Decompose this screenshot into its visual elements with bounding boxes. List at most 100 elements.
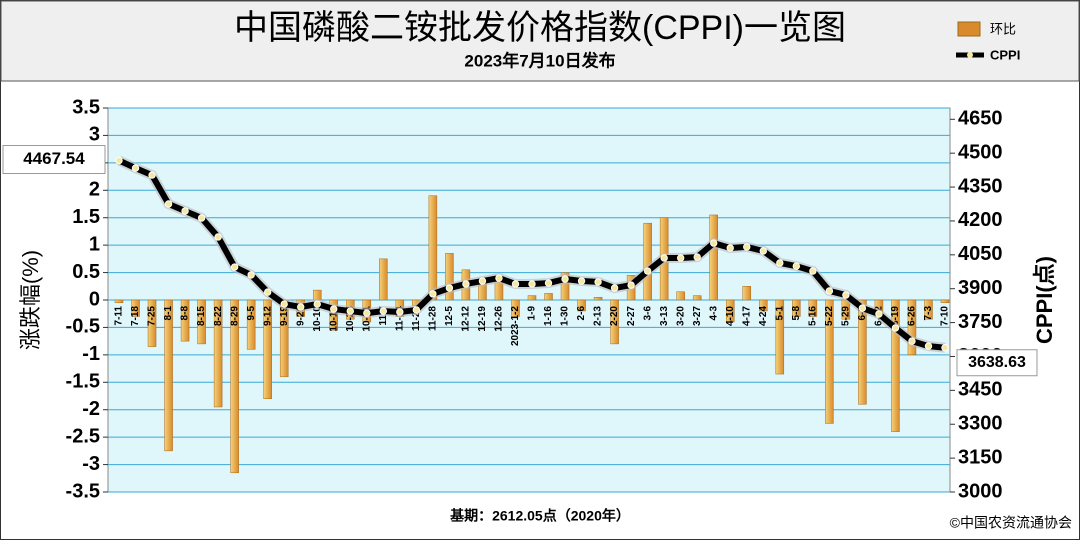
bar [725,299,735,323]
bar [692,295,702,301]
bar [527,295,537,301]
line-marker [743,243,751,251]
y2-tick-label: 3450 [958,379,1003,401]
x-tick-label: 3-6 [642,306,653,321]
x-tick-label: 4-17 [741,306,752,326]
line-marker [759,247,767,255]
line-marker [445,284,454,292]
bar [891,299,900,432]
chart-title: 中国磷酸二铵批发价格指数(CPPI)一览图 [234,9,846,47]
line-marker [346,307,354,315]
line-marker [412,306,421,314]
bar [792,299,801,317]
value-box [2,145,106,175]
x-tick-label: 7-25 [147,306,158,326]
x-tick-label: 2-27 [626,306,637,326]
line-marker [858,304,867,312]
x-tick-label: 5-29 [841,306,852,326]
line-marker [676,254,685,262]
x-tick-label: 7-18 [130,306,141,326]
legend-swatch-bar [957,21,981,37]
line-marker [610,284,619,292]
y-tick-label: 1.5 [72,206,100,228]
x-tick-label: 3-13 [659,306,670,326]
y2-axis-label: CPPI(点) [1032,256,1057,344]
y-tick-label: -3 [82,453,100,475]
y2-tick-label: 4050 [958,243,1003,265]
line-marker [230,263,239,271]
line-marker [643,267,652,275]
y-tick-label: -0.5 [66,316,100,338]
x-tick-label: 5-16 [807,306,818,326]
line-marker [825,287,834,295]
line-marker [726,244,734,252]
x-tick-label: 10-10 [312,306,323,332]
x-tick-label: 3-20 [675,306,686,326]
bar [643,222,652,301]
line-marker [908,337,916,345]
x-tick-label: 12-19 [477,306,488,332]
bar [907,299,917,356]
x-tick-label: 11-14 [394,306,405,331]
bar [759,299,768,312]
x-tick-label: 6-19 [890,306,901,326]
line-marker [396,308,404,316]
line-marker [164,200,173,208]
x-tick-label: 11-28 [428,306,439,331]
line-marker [924,342,933,350]
x-tick-label: 7-11 [114,306,125,326]
line-marker [594,278,602,286]
y2-tick-label: 4650 [958,108,1003,130]
line-marker [809,267,817,275]
y2-tick-label: 3300 [958,413,1003,435]
bar [560,272,570,301]
line-marker [313,300,321,308]
line-marker [478,277,487,285]
x-tick-label: 12-5 [444,306,455,326]
bar [246,299,256,350]
line-marker [776,259,784,267]
line-marker [627,281,635,289]
x-tick-label: 11-21 [411,306,422,331]
bar [213,299,223,408]
y-tick-label: -1.5 [66,371,100,393]
bar [544,293,553,301]
footnote: 基期：2612.05点（2020年） [450,508,630,524]
line-marker [511,280,520,288]
y2-tick-label: 3750 [958,311,1003,333]
x-tick-label: 10-17 [328,306,339,332]
y-tick-label: -2.5 [66,425,100,447]
source: ©中国农资流通协会 [950,515,1072,531]
bar [808,299,818,317]
bar [180,299,190,342]
x-tick-label: 5-22 [824,306,835,326]
legend-marker [967,52,973,58]
bar [131,299,140,317]
x-tick-label: 12-12 [461,306,472,332]
line-marker [181,207,189,215]
bar [379,258,388,301]
y2-tick-label: 3000 [958,480,1003,502]
bar [511,299,520,317]
y-tick-label: 2 [89,179,100,201]
y2-tick-label: 4200 [958,209,1003,231]
x-tick-label: 4-24 [758,306,769,326]
x-tick-label: 8-8 [180,306,191,321]
bar [709,214,718,301]
bar [114,299,124,303]
y-tick-label: 0 [89,288,100,310]
line-marker [528,280,536,288]
line-marker [330,305,338,313]
value-label: 3638.63 [968,354,1026,371]
value-label: 4467.54 [23,149,85,168]
line-marker [379,307,388,315]
line-marker [247,271,255,279]
y-tick-label: 1 [89,233,100,255]
line-marker [693,253,701,261]
x-tick-label: 2023-1-2 [510,306,521,346]
line-marker [710,239,718,247]
bar [445,253,454,301]
x-tick-label: 10-24 [345,306,356,332]
bar [825,299,834,424]
